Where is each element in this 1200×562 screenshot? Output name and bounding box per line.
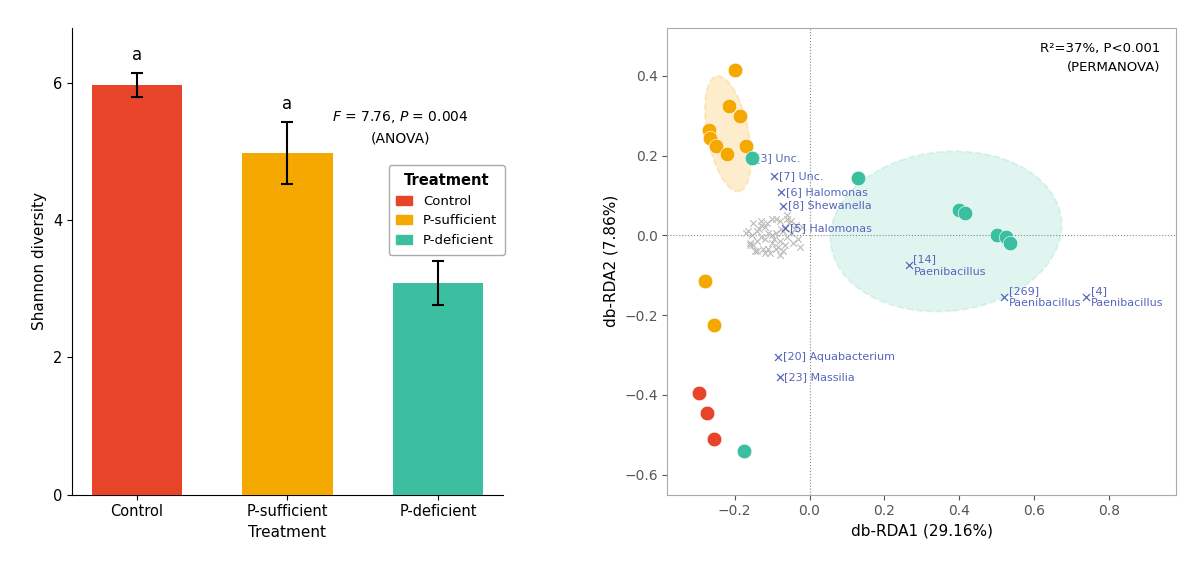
Point	[755, 235, 774, 244]
X-axis label: Treatment: Treatment	[248, 525, 326, 540]
Point	[697, 409, 716, 418]
Point	[742, 153, 761, 162]
Point	[758, 245, 778, 254]
Point	[737, 141, 756, 150]
Point	[778, 215, 797, 224]
Bar	[91, 85, 182, 495]
Point	[742, 231, 761, 240]
Text: b: b	[433, 234, 444, 252]
Text: a: a	[282, 95, 293, 113]
Point	[744, 241, 763, 250]
Point	[762, 231, 781, 240]
Point	[748, 247, 767, 256]
Point	[725, 65, 744, 74]
Point	[734, 446, 754, 455]
Point	[774, 247, 793, 256]
Point	[1076, 293, 1096, 302]
Text: R²=37%, P<0.001
(PERMANOVA): R²=37%, P<0.001 (PERMANOVA)	[1040, 42, 1160, 74]
Text: [23] Massilia: [23] Massilia	[785, 372, 856, 382]
Text: [20] Aquabacterium: [20] Aquabacterium	[782, 352, 895, 362]
Text: [269]
Paenibacillus: [269] Paenibacillus	[1009, 286, 1081, 309]
Point	[778, 233, 797, 242]
Point	[720, 101, 739, 110]
Text: [5] Halomonas: [5] Halomonas	[790, 223, 872, 233]
Point	[955, 209, 974, 218]
Point	[740, 241, 760, 250]
Point	[707, 141, 726, 150]
Point	[775, 241, 794, 250]
Point	[762, 239, 781, 248]
Point	[704, 321, 724, 330]
Point	[787, 221, 806, 230]
Point	[767, 245, 786, 254]
Point	[701, 133, 720, 142]
Point	[788, 235, 808, 244]
Point	[754, 245, 773, 254]
Point	[761, 249, 780, 258]
Text: [7] Unc.: [7] Unc.	[779, 171, 823, 182]
Point	[1000, 239, 1019, 248]
Bar	[242, 153, 332, 495]
Point	[899, 261, 918, 270]
Point	[751, 217, 770, 226]
Point	[792, 223, 811, 232]
Text: a: a	[132, 46, 142, 64]
Text: [4]
Paenibacillus: [4] Paenibacillus	[1091, 286, 1164, 309]
Point	[779, 219, 798, 228]
Point	[731, 111, 750, 120]
Point	[772, 225, 791, 234]
Ellipse shape	[704, 76, 751, 192]
Point	[785, 225, 804, 234]
Point	[748, 237, 767, 246]
Point	[695, 277, 714, 285]
Point	[781, 217, 800, 226]
Point	[748, 227, 767, 236]
Point	[690, 388, 709, 397]
Text: $\it{F}$ = 7.76, $\it{P}$ = 0.004
(ANOVA): $\it{F}$ = 7.76, $\it{P}$ = 0.004 (ANOVA…	[332, 109, 469, 146]
Point	[740, 239, 760, 248]
Point	[775, 224, 794, 233]
Point	[745, 247, 764, 256]
Point	[778, 211, 797, 220]
Point	[770, 217, 790, 226]
Point	[698, 125, 718, 134]
Text: [14]
Paenibacillus: [14] Paenibacillus	[913, 254, 986, 277]
Bar	[392, 283, 484, 495]
Point	[758, 229, 778, 238]
Point	[774, 227, 793, 236]
Point	[848, 173, 868, 182]
Point	[755, 249, 774, 258]
Point	[751, 233, 770, 242]
Point	[764, 172, 784, 181]
Point	[744, 219, 763, 228]
Point	[767, 215, 786, 224]
Point	[750, 225, 769, 234]
Text: [6] Halomonas: [6] Halomonas	[786, 187, 869, 197]
Point	[738, 227, 757, 236]
Point	[784, 239, 803, 248]
Y-axis label: db-RDA2 (7.86%): db-RDA2 (7.86%)	[604, 195, 618, 328]
Text: [3] Unc.: [3] Unc.	[756, 153, 800, 162]
Point	[762, 215, 781, 224]
Point	[764, 235, 784, 244]
Point	[986, 231, 1006, 240]
Point	[718, 149, 737, 158]
Point	[774, 201, 793, 210]
Point	[791, 243, 810, 252]
Point	[781, 229, 800, 238]
Point	[770, 373, 790, 382]
Point	[737, 229, 756, 238]
Point	[767, 229, 786, 238]
Legend: Control, P-sufficient, P-deficient: Control, P-sufficient, P-deficient	[389, 165, 505, 255]
Point	[770, 251, 790, 260]
Y-axis label: Shannon diversity: Shannon diversity	[32, 192, 47, 330]
Text: [8] Shewanella: [8] Shewanella	[788, 201, 872, 211]
Point	[757, 219, 776, 228]
Point	[751, 221, 770, 230]
Point	[755, 223, 774, 232]
X-axis label: db-RDA1 (29.16%): db-RDA1 (29.16%)	[851, 524, 992, 539]
Point	[770, 237, 790, 246]
Point	[949, 205, 968, 214]
Point	[768, 243, 787, 252]
Point	[996, 233, 1015, 242]
